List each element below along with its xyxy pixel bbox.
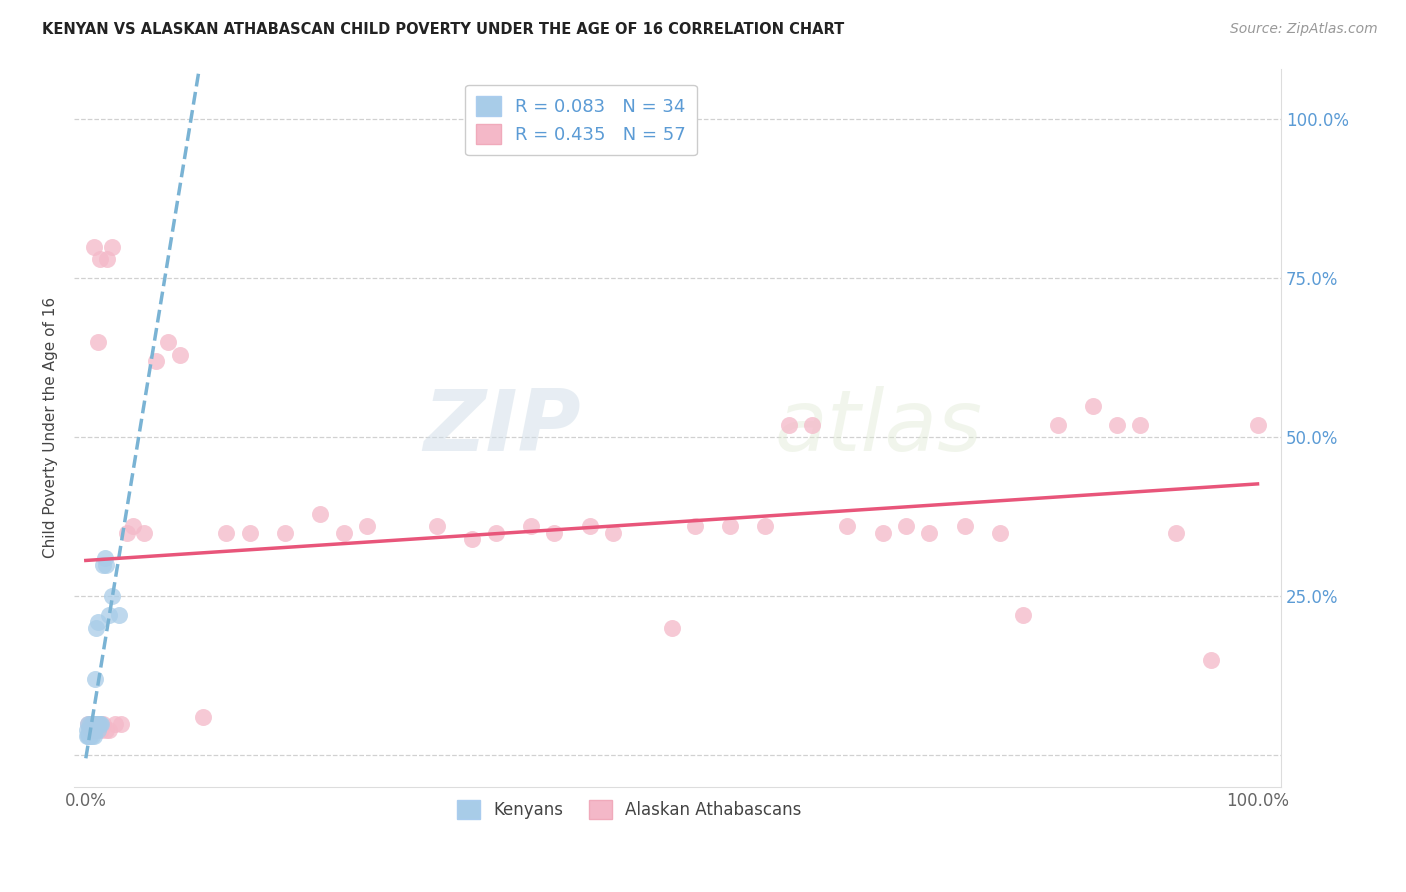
Point [89,252,111,267]
Point [485,525,508,540]
Point [83,723,105,737]
Point [96,252,118,267]
Point [80,729,103,743]
Point [988,525,1011,540]
Point [76,723,98,737]
Point [1047,417,1070,432]
Text: atlas: atlas [775,386,981,469]
Point [82,723,104,737]
Point [76,729,98,743]
Text: KENYAN VS ALASKAN ATHABASCAN CHILD POVERTY UNDER THE AGE OF 16 CORRELATION CHART: KENYAN VS ALASKAN ATHABASCAN CHILD POVER… [42,22,845,37]
Point [86,615,108,629]
Point [754,519,776,533]
Point [83,239,105,253]
Point [1083,399,1105,413]
Point [84,716,107,731]
Point [191,710,214,724]
Point [86,716,108,731]
Point [89,716,111,731]
Point [86,621,108,635]
Point [90,716,112,731]
Point [1164,525,1187,540]
Point [1246,417,1268,432]
Point [602,525,624,540]
Point [80,723,103,737]
Point [82,716,104,731]
Point [90,723,112,737]
Point [87,716,110,731]
Point [107,608,129,623]
Point [77,716,100,731]
Point [82,723,104,737]
Point [156,334,179,349]
Point [94,723,117,737]
Text: ZIP: ZIP [423,386,581,469]
Point [83,729,105,743]
Point [79,723,101,737]
Point [80,716,103,731]
Point [309,507,332,521]
Point [134,525,156,540]
Point [84,716,107,731]
Point [332,525,354,540]
Y-axis label: Child Poverty Under the Age of 16: Child Poverty Under the Age of 16 [44,297,58,558]
Point [1105,417,1128,432]
Text: Source: ZipAtlas.com: Source: ZipAtlas.com [1230,22,1378,37]
Point [778,417,800,432]
Point [93,558,115,572]
Point [79,729,101,743]
Point [543,525,565,540]
Point [93,551,115,566]
Point [98,608,121,623]
Point [145,354,167,368]
Point [79,729,101,743]
Point [79,723,101,737]
Point [661,621,683,635]
Point [837,519,859,533]
Point [356,519,378,533]
Point [274,525,297,540]
Point [84,723,107,737]
Point [94,558,117,572]
Point [84,672,107,686]
Point [80,716,103,731]
Point [77,729,100,743]
Point [683,519,706,533]
Point [718,519,741,533]
Point [578,519,600,533]
Point [918,525,941,540]
Point [461,532,484,546]
Point [79,716,101,731]
Point [86,716,108,731]
Legend: Kenyans, Alaskan Athabascans: Kenyans, Alaskan Athabascans [450,793,808,826]
Point [426,519,449,533]
Point [77,716,100,731]
Point [1199,653,1222,667]
Point [872,525,894,540]
Point [98,723,121,737]
Point [93,716,115,731]
Point [100,239,122,253]
Point [115,525,138,540]
Point [86,723,108,737]
Point [894,519,917,533]
Point [215,525,238,540]
Point [104,716,127,731]
Point [110,716,132,731]
Point [86,723,108,737]
Point [520,519,543,533]
Point [100,590,122,604]
Point [79,723,101,737]
Point [1012,608,1035,623]
Point [239,525,262,540]
Point [953,519,976,533]
Point [169,348,191,362]
Point [86,334,108,349]
Point [1129,417,1152,432]
Point [83,716,105,731]
Point [121,519,143,533]
Point [801,417,824,432]
